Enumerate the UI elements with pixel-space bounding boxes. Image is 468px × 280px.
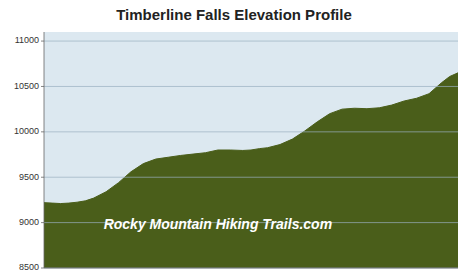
y-tick-label: 10000	[14, 126, 39, 136]
grid-line	[44, 86, 458, 87]
y-tick-label: 10500	[14, 81, 39, 91]
x-axis-line	[44, 268, 458, 269]
y-tick-label: 9000	[19, 217, 39, 227]
y-tick-label: 8500	[19, 262, 39, 272]
y-tick	[41, 268, 44, 269]
grid-line	[44, 268, 458, 269]
y-tick-label: 9500	[19, 172, 39, 182]
plot-area	[44, 73, 458, 268]
grid-line	[44, 131, 458, 132]
y-tick	[41, 41, 44, 42]
y-tick	[41, 131, 44, 132]
grid-line	[44, 41, 458, 42]
watermark: Rocky Mountain Hiking Trails.com	[104, 216, 332, 232]
y-tick-label: 11000	[15, 35, 39, 45]
y-tick	[41, 222, 44, 223]
title: Timberline Falls Elevation Profile	[116, 6, 352, 23]
y-tick	[41, 177, 44, 178]
grid-line	[44, 177, 458, 178]
plot-background	[44, 32, 458, 268]
y-tick	[41, 86, 44, 87]
chart: Timberline Falls Elevation Profile 8500 90…	[0, 0, 468, 280]
y-axis-line	[44, 32, 45, 268]
elevation-area	[44, 73, 458, 268]
